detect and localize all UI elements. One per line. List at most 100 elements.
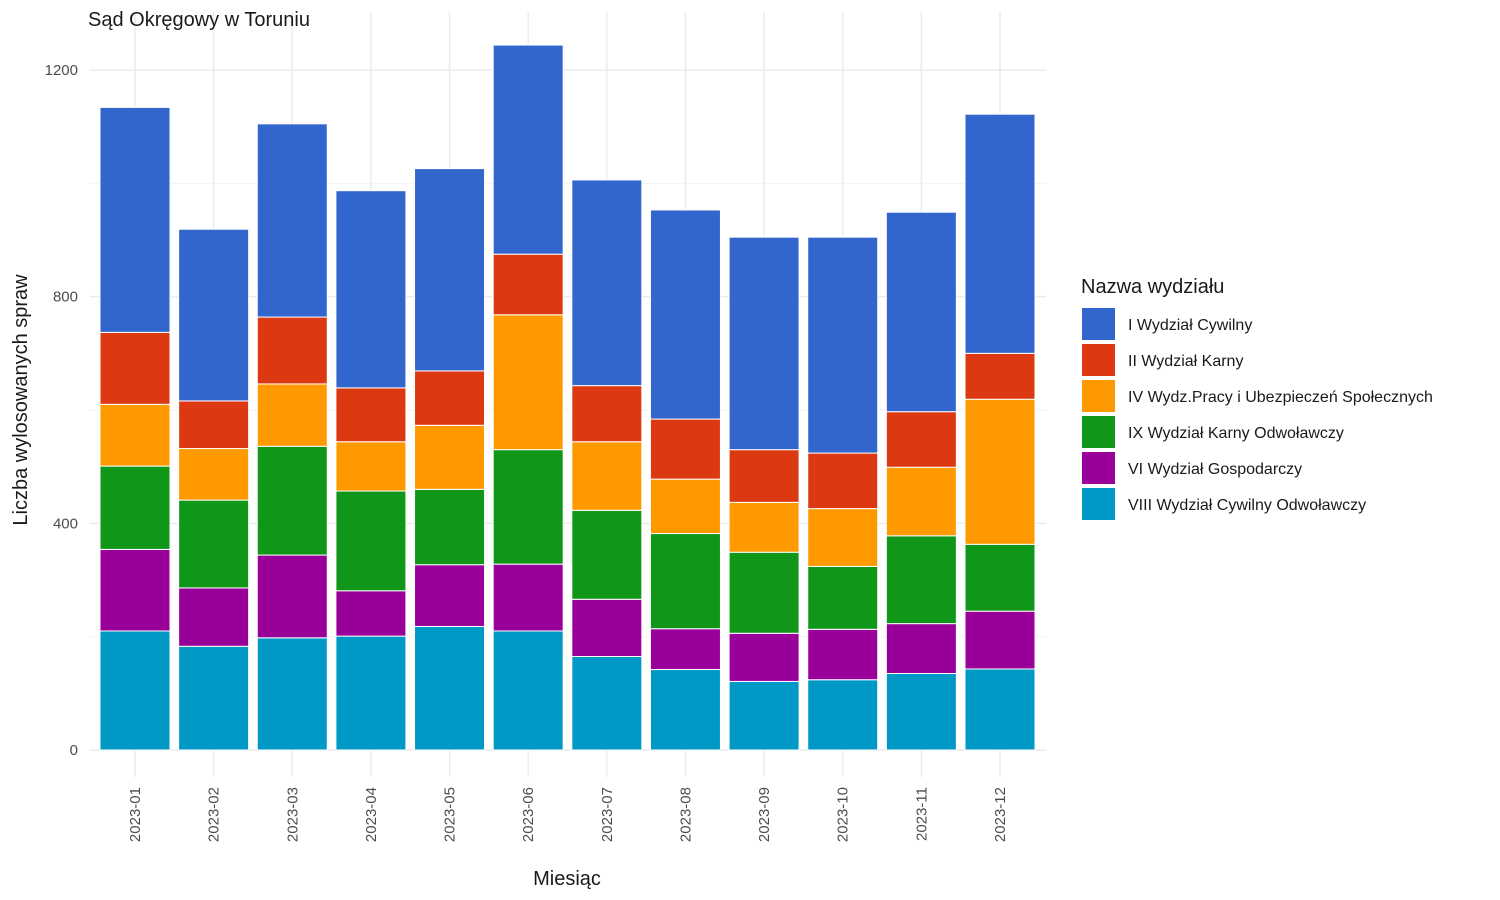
bar-segment: [807, 628, 879, 681]
bar-segment: [178, 645, 250, 751]
bar-segment: [178, 448, 250, 501]
bar-segment: [414, 424, 486, 490]
legend-swatch: [1082, 488, 1115, 520]
legend-label: VI Wydział Gospodarczy: [1128, 461, 1302, 478]
y-tick-label: 400: [53, 515, 78, 532]
bar-segment: [99, 106, 171, 333]
bar-segment: [414, 370, 486, 426]
x-tick-label: 2023-06: [520, 787, 537, 842]
bar-segment: [335, 635, 407, 751]
bar-segment: [964, 352, 1036, 400]
x-tick-label: 2023-02: [206, 787, 223, 842]
x-tick-label: 2023-01: [127, 787, 144, 842]
legend: I Wydział Cywilny II Wydział Karny IV Wydz…: [1082, 308, 1433, 520]
bar-segment: [728, 680, 800, 751]
bar-segment: [728, 632, 800, 682]
bars: [99, 44, 1036, 751]
bar-segment: [964, 113, 1036, 354]
x-tick-label: 2023-08: [677, 787, 694, 842]
bar-segment: [728, 236, 800, 451]
x-tick-label: 2023-10: [835, 787, 852, 842]
bar-segment: [964, 668, 1036, 751]
bar-segment: [492, 314, 564, 451]
bar-segment: [571, 179, 643, 387]
bar-segment: [571, 441, 643, 511]
bar-segment: [807, 236, 879, 454]
bar-segment: [335, 490, 407, 592]
bar-segment: [256, 637, 328, 751]
bar-segment: [178, 587, 250, 647]
bar-segment: [807, 565, 879, 630]
bar-segment: [807, 508, 879, 567]
bar-segment: [807, 679, 879, 751]
legend-label: I Wydział Cywilny: [1128, 317, 1252, 334]
bar-segment: [885, 211, 957, 413]
x-axis-title: Miesiąc: [533, 868, 601, 890]
bar-segment: [571, 598, 643, 657]
bar-segment: [335, 441, 407, 492]
x-tick-labels: 2023-01 2023-02 2023-03 2023-04 2023-05 2023-…: [127, 787, 1009, 842]
bar-segment: [178, 499, 250, 589]
bar-segment: [492, 563, 564, 632]
bar-segment: [99, 465, 171, 550]
legend-swatch: [1082, 452, 1115, 484]
bar-segment: [649, 418, 721, 480]
legend-swatch: [1082, 344, 1115, 376]
legend-label: II Wydział Karny: [1128, 353, 1243, 370]
bar-segment: [649, 209, 721, 420]
bar-segment: [335, 387, 407, 443]
bar-segment: [728, 551, 800, 634]
legend-title: Nazwa wydziału: [1081, 276, 1224, 298]
bar-segment: [256, 554, 328, 639]
bar-segment: [492, 449, 564, 565]
bar-segment: [885, 623, 957, 675]
x-tick-label: 2023-03: [284, 787, 301, 842]
bar-segment: [649, 628, 721, 671]
x-tick-label: 2023-09: [756, 787, 773, 842]
bar-segment: [964, 543, 1036, 612]
bar-segment: [571, 509, 643, 600]
bar-segment: [885, 466, 957, 537]
y-tick-label: 800: [53, 289, 78, 306]
legend-swatch: [1082, 308, 1115, 340]
legend-swatch: [1082, 380, 1115, 412]
bar-segment: [492, 44, 564, 255]
legend-label: VIII Wydział Cywilny Odwoławczy: [1128, 497, 1366, 514]
bar-segment: [256, 123, 328, 318]
bar-segment: [256, 316, 328, 385]
bar-segment: [178, 400, 250, 450]
legend-label: IV Wydz.Pracy i Ubezpieczeń Społecznych: [1128, 389, 1433, 406]
bar-segment: [99, 548, 171, 632]
bar-segment: [885, 411, 957, 468]
y-tick-labels: 0 400 800 1200: [45, 62, 78, 759]
bar-segment: [649, 478, 721, 535]
bar-segment: [728, 501, 800, 553]
y-tick-label: 1200: [45, 62, 78, 79]
bar-segment: [414, 564, 486, 627]
y-tick-label: 0: [70, 742, 78, 759]
x-tick-label: 2023-11: [913, 787, 930, 841]
bar-segment: [807, 452, 879, 510]
x-tick-label: 2023-04: [363, 787, 380, 842]
bar-segment: [885, 673, 957, 751]
legend-swatch: [1082, 416, 1115, 448]
bar-segment: [649, 533, 721, 630]
bar-segment: [99, 403, 171, 467]
bar-segment: [256, 383, 328, 447]
bar-segment: [414, 488, 486, 566]
bar-segment: [571, 385, 643, 443]
bar-segment: [256, 445, 328, 556]
x-tick-label: 2023-12: [992, 787, 1009, 842]
bar-segment: [964, 398, 1036, 545]
bar-segment: [335, 190, 407, 389]
bar-segment: [492, 630, 564, 751]
legend-label: IX Wydział Karny Odwoławczy: [1128, 425, 1344, 442]
bar-segment: [414, 168, 486, 372]
chart-title: Sąd Okręgowy w Toruniu: [88, 9, 310, 31]
bar-segment: [335, 590, 407, 637]
y-axis-title: Liczba wylosowanych spraw: [10, 274, 32, 526]
bar-segment: [728, 449, 800, 503]
bar-segment: [885, 535, 957, 625]
